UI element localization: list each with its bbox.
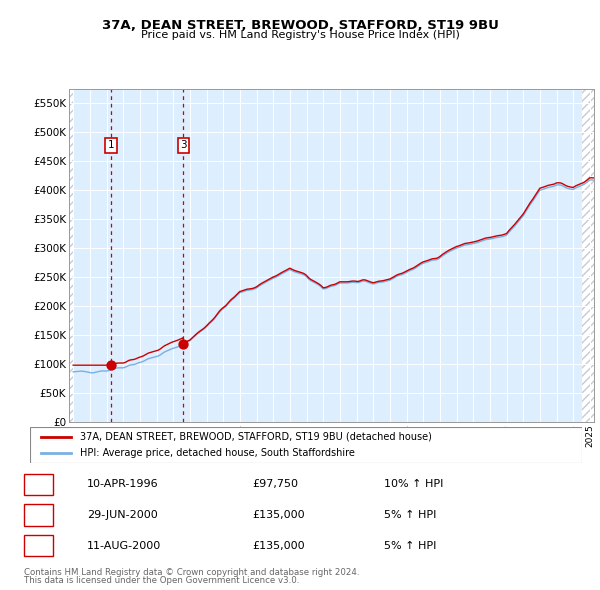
- Text: 37A, DEAN STREET, BREWOOD, STAFFORD, ST19 9BU: 37A, DEAN STREET, BREWOOD, STAFFORD, ST1…: [101, 19, 499, 32]
- Text: 37A, DEAN STREET, BREWOOD, STAFFORD, ST19 9BU (detached house): 37A, DEAN STREET, BREWOOD, STAFFORD, ST1…: [80, 432, 431, 442]
- Text: This data is licensed under the Open Government Licence v3.0.: This data is licensed under the Open Gov…: [24, 576, 299, 585]
- Text: £97,750: £97,750: [252, 480, 298, 489]
- Bar: [69, 88, 73, 422]
- Bar: [581, 88, 594, 422]
- FancyBboxPatch shape: [30, 427, 582, 463]
- Text: 5% ↑ HPI: 5% ↑ HPI: [384, 510, 436, 520]
- Text: 2: 2: [35, 510, 42, 520]
- Text: 3: 3: [35, 541, 42, 550]
- Text: 1: 1: [35, 480, 42, 489]
- Text: HPI: Average price, detached house, South Staffordshire: HPI: Average price, detached house, Sout…: [80, 448, 355, 458]
- Text: 10% ↑ HPI: 10% ↑ HPI: [384, 480, 443, 489]
- Text: 11-AUG-2000: 11-AUG-2000: [87, 541, 161, 550]
- Text: 29-JUN-2000: 29-JUN-2000: [87, 510, 158, 520]
- Text: Contains HM Land Registry data © Crown copyright and database right 2024.: Contains HM Land Registry data © Crown c…: [24, 568, 359, 577]
- Text: £135,000: £135,000: [252, 510, 305, 520]
- Point: [179, 339, 188, 348]
- Text: 5% ↑ HPI: 5% ↑ HPI: [384, 541, 436, 550]
- Text: Price paid vs. HM Land Registry's House Price Index (HPI): Price paid vs. HM Land Registry's House …: [140, 30, 460, 40]
- Point: [106, 360, 116, 370]
- Text: 1: 1: [108, 140, 115, 150]
- Text: 3: 3: [180, 140, 187, 150]
- Text: 10-APR-1996: 10-APR-1996: [87, 480, 158, 489]
- Text: £135,000: £135,000: [252, 541, 305, 550]
